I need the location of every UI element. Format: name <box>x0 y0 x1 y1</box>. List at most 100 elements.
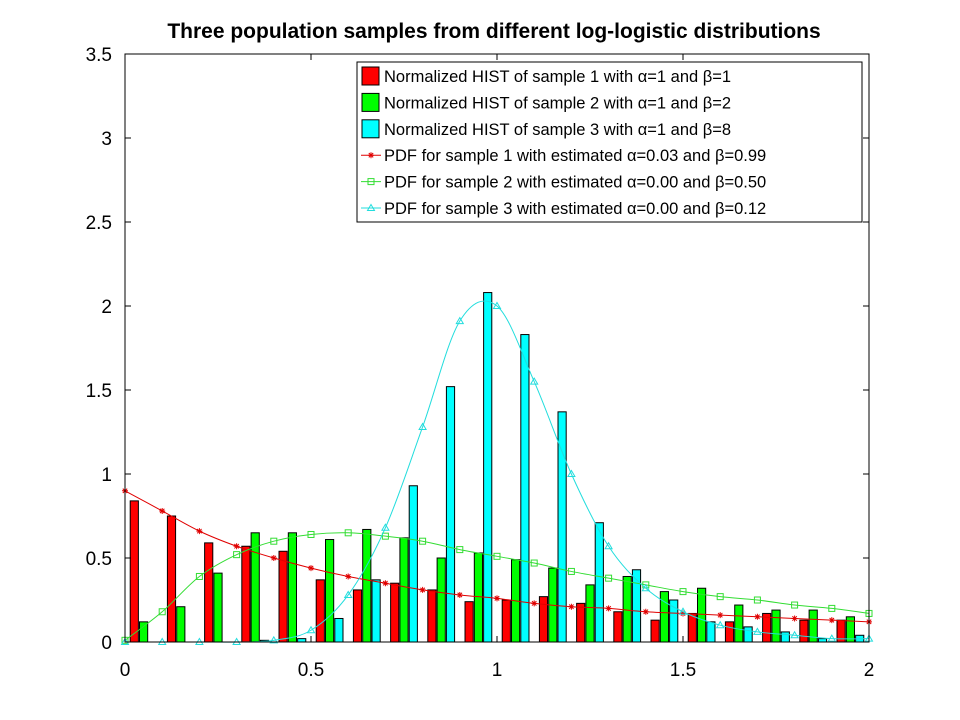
histogram-bar <box>576 602 586 643</box>
pdf-marker <box>159 507 166 514</box>
pdf-marker <box>828 604 836 612</box>
y-tick-label: 3.5 <box>86 45 112 66</box>
y-tick-label: 1.5 <box>86 381 112 402</box>
pdf-marker <box>307 530 315 538</box>
y-tick-label: 0 <box>101 633 112 654</box>
histogram-bar <box>697 587 707 643</box>
pdf-marker <box>680 610 686 617</box>
histogram-bar <box>538 596 549 643</box>
pdf-marker <box>343 590 353 598</box>
histogram-bar <box>659 591 669 643</box>
pdf-marker <box>494 595 500 602</box>
y-tick-label: 0.5 <box>86 549 112 570</box>
histogram-bar <box>585 584 595 643</box>
histogram-bar <box>594 522 604 643</box>
histogram-bar <box>780 631 790 643</box>
pdf-marker <box>531 600 538 607</box>
pdf-marker <box>567 567 575 575</box>
histogram-bar <box>743 626 753 643</box>
pdf-marker <box>753 596 761 604</box>
pdf-marker <box>456 546 464 554</box>
legend-label: Normalized HIST of sample 2 with α=1 and… <box>384 94 731 112</box>
legend-label: Normalized HIST of sample 1 with α=1 and… <box>384 68 731 86</box>
legend-box <box>356 61 863 223</box>
histogram-bar <box>390 582 400 643</box>
pdf-marker <box>195 572 203 580</box>
histogram-bar <box>817 638 828 643</box>
pdf-marker <box>828 617 835 624</box>
pdf-marker <box>753 627 762 635</box>
pdf-marker <box>492 301 502 309</box>
pdf-marker <box>455 316 465 325</box>
legend-label: PDF for sample 1 with estimated α=0.03 a… <box>384 147 766 165</box>
pdf-marker <box>381 532 389 540</box>
pdf-line <box>124 532 870 641</box>
histogram-bar <box>241 545 251 643</box>
legend: Normalized HIST of sample 1 with α=1 and… <box>356 61 863 223</box>
legend-swatch <box>361 92 380 112</box>
pdf-marker <box>344 529 352 537</box>
pdf-marker <box>790 630 799 639</box>
histogram-bar <box>176 606 186 643</box>
pdf-marker <box>419 586 426 593</box>
x-tick-label: 1.5 <box>670 660 696 681</box>
pdf-marker <box>270 537 278 545</box>
pdf-lines <box>120 300 874 645</box>
y-tick-label: 3 <box>101 129 112 150</box>
pdf-marker <box>678 607 688 615</box>
histogram-bar <box>427 589 437 643</box>
pdf-marker <box>641 583 651 592</box>
histogram-bars <box>129 292 865 643</box>
pdf-marker <box>381 523 390 531</box>
pdf-marker <box>529 377 539 385</box>
legend-marker <box>367 178 375 186</box>
pdf-marker <box>270 555 277 561</box>
pdf-marker <box>233 551 241 559</box>
pdf-marker <box>716 593 724 601</box>
pdf-marker <box>827 634 837 642</box>
pdf-marker <box>382 580 389 587</box>
histogram-bar <box>799 619 809 643</box>
legend-label: PDF for sample 3 with estimated α=0.00 a… <box>384 200 766 218</box>
y-tick-label: 1 <box>101 465 112 486</box>
histogram-bar <box>204 542 214 643</box>
histogram-bar <box>436 557 446 643</box>
pdf-marker <box>717 612 724 619</box>
histogram-bar <box>631 569 642 643</box>
pdf-marker <box>456 591 463 598</box>
histogram-bar <box>687 612 697 643</box>
histogram-bar <box>250 532 260 643</box>
histogram-bar <box>622 575 632 643</box>
histogram-bar <box>297 638 307 643</box>
histogram-bar <box>520 334 530 643</box>
histogram-bar <box>501 599 511 643</box>
histogram-bar <box>473 552 483 643</box>
histogram-bar <box>771 609 781 643</box>
pdf-line <box>125 300 870 643</box>
pdf-marker <box>715 620 725 629</box>
histogram-bar <box>445 386 456 643</box>
chart-title: Three population samples from different … <box>167 20 820 43</box>
histogram-bar <box>362 528 372 643</box>
histogram-bar <box>371 579 381 643</box>
histogram-bar <box>325 539 335 643</box>
pdf-marker <box>567 469 576 477</box>
histogram-bar <box>613 611 623 643</box>
pdf-marker <box>604 541 613 550</box>
x-tick-label: 2 <box>864 660 875 681</box>
histogram-bar <box>278 550 288 643</box>
pdf-marker <box>306 625 316 634</box>
histogram-bar <box>734 604 744 643</box>
pdf-marker <box>196 528 203 535</box>
legend-label: PDF for sample 2 with estimated α=0.00 a… <box>384 174 766 192</box>
pdf-marker <box>605 605 612 612</box>
histogram-bar <box>166 515 177 643</box>
y-tick-label: 2 <box>101 297 112 318</box>
pdf-marker <box>530 559 538 567</box>
x-tick-label: 0 <box>120 660 131 681</box>
histogram-bar <box>287 532 297 643</box>
histogram-bar <box>464 601 474 643</box>
histogram-bar <box>483 292 493 643</box>
histogram-bar <box>399 537 409 643</box>
